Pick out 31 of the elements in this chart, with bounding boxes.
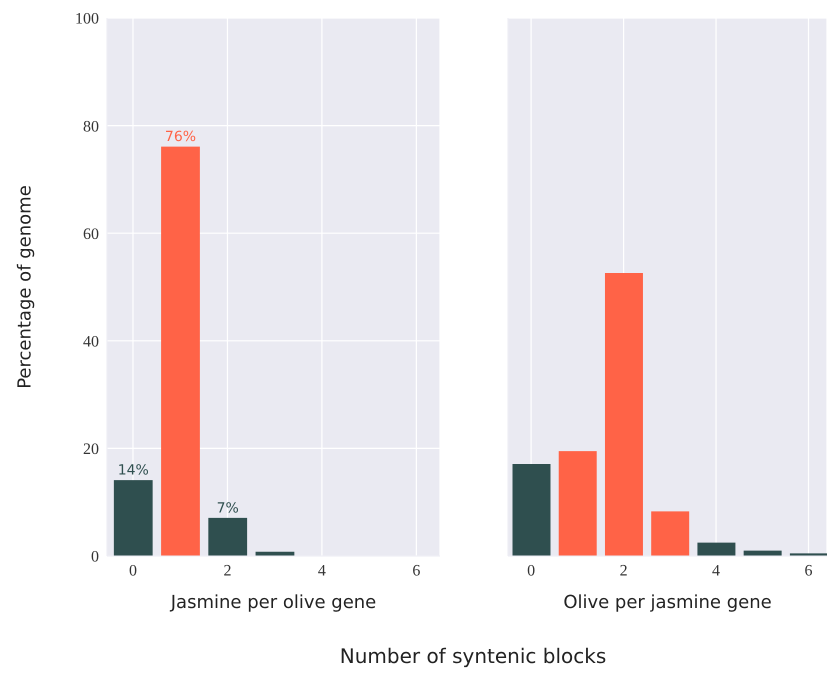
y-tick-label: 80 bbox=[83, 118, 99, 136]
bar bbox=[208, 518, 248, 556]
x-tick-label: 6 bbox=[412, 562, 420, 580]
y-tick-label: 60 bbox=[83, 226, 99, 243]
bar bbox=[651, 511, 690, 556]
bar bbox=[256, 552, 294, 556]
data-label: 76% bbox=[164, 129, 196, 146]
data-label: 14% bbox=[118, 462, 149, 479]
bar bbox=[604, 273, 643, 556]
x-tick-label: 0 bbox=[527, 562, 536, 580]
bar bbox=[161, 146, 200, 556]
y-tick-label: 0 bbox=[91, 548, 99, 566]
x-tick-label: 6 bbox=[804, 562, 813, 580]
x-axis-title: Jasmine per olive gene bbox=[170, 592, 376, 613]
text: Number of syntenic blocks bbox=[338, 644, 608, 668]
x-tick-label: 0 bbox=[128, 562, 137, 580]
x-tick-label: 2 bbox=[620, 562, 628, 580]
bar bbox=[558, 451, 597, 556]
x-tick-label: 2 bbox=[223, 562, 232, 580]
x-tick-label: 4 bbox=[712, 562, 720, 580]
bar bbox=[114, 480, 153, 556]
data-label: 7% bbox=[216, 500, 239, 516]
y-axis-title: Percentage of genome bbox=[14, 185, 36, 389]
bar bbox=[697, 542, 736, 556]
y-tick-label: 100 bbox=[75, 10, 99, 28]
y-tick-label: 20 bbox=[83, 441, 99, 458]
bar bbox=[512, 464, 550, 556]
x-axis-title: Olive per jasmine gene bbox=[563, 592, 772, 613]
x-tick-label: 4 bbox=[318, 562, 326, 580]
bar bbox=[744, 550, 782, 556]
y-tick-label: 40 bbox=[83, 333, 99, 350]
